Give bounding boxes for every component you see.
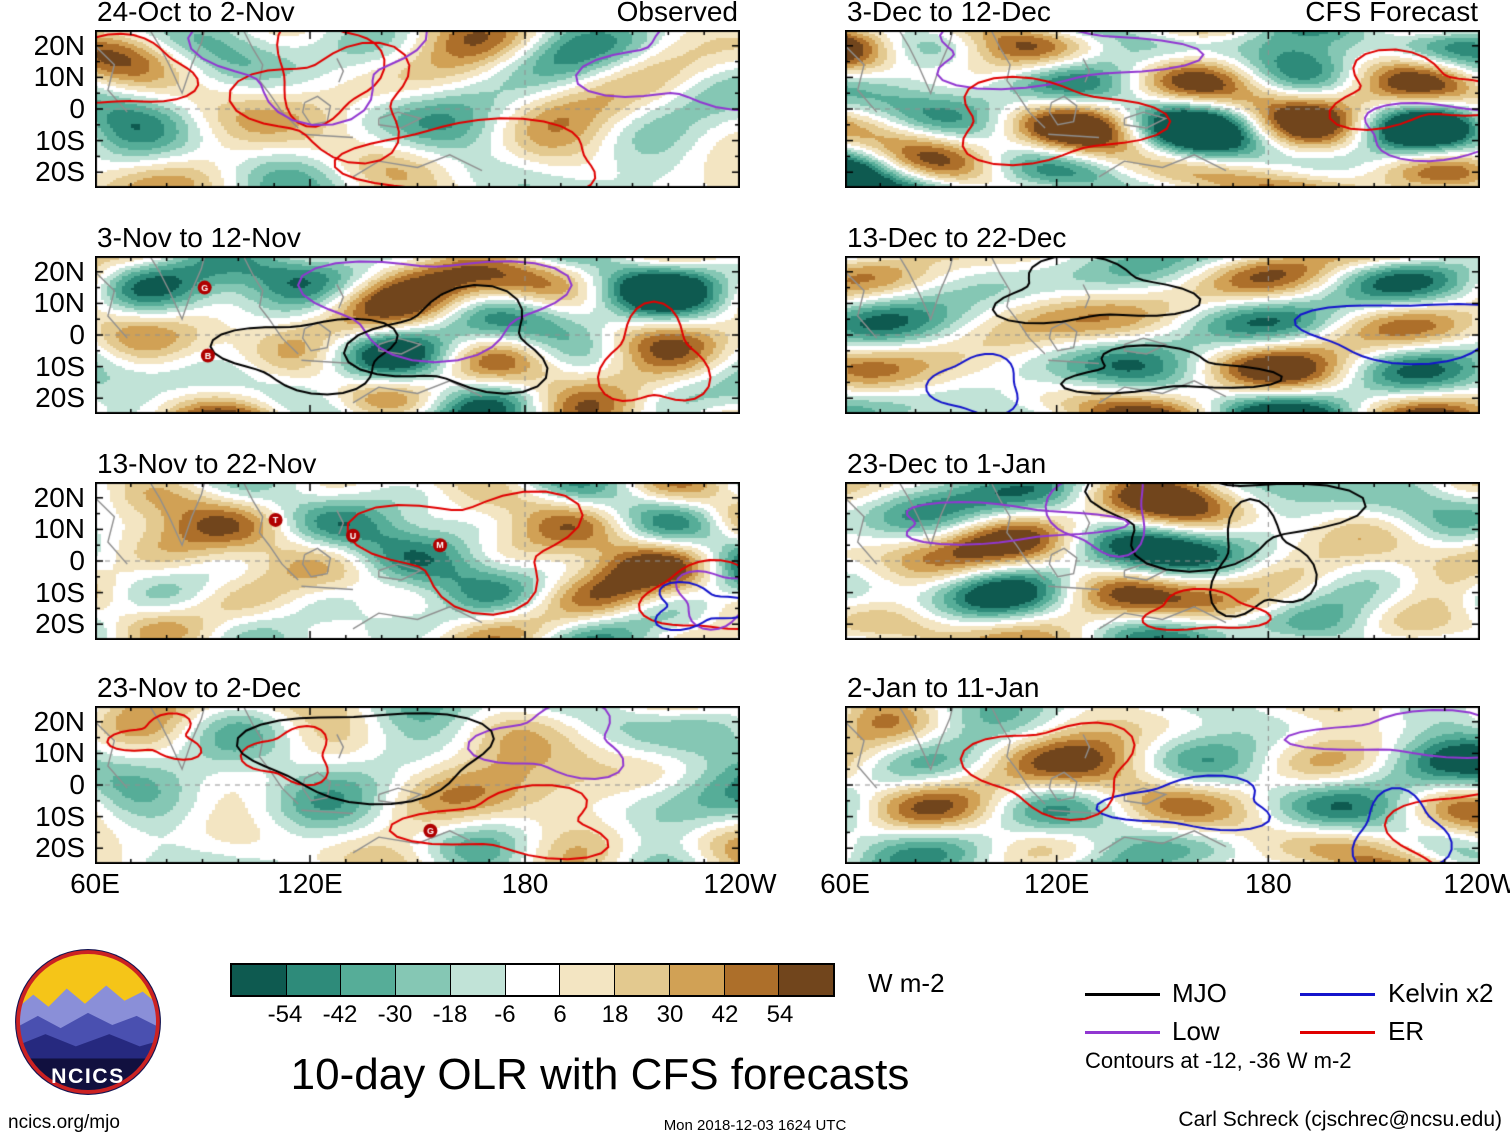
y-tick-label: 20N [33, 255, 85, 287]
map-panel-observed-1: 24-Oct to 2-Nov Observed 20N 10N 0 10S 2… [34, 0, 740, 188]
y-tick-label: 20S [35, 382, 85, 414]
colorbar-tick: 54 [766, 1001, 794, 1028]
y-tick-label: 10S [35, 350, 85, 382]
er-legend-line [1300, 1031, 1375, 1034]
panel-title: 23-Nov to 2-Dec [97, 672, 301, 703]
logo-text: NCICS [51, 1064, 125, 1088]
olr-map-canvas [95, 482, 740, 640]
y-tick-label: 10S [35, 576, 85, 608]
colorbar-segment [669, 965, 725, 995]
er-legend-label: ER [1388, 1016, 1425, 1046]
map-panel-observed-3: 13-Nov to 22-Nov 20N 10N 0 10S 20S [34, 448, 740, 640]
y-tick-label: 10S [35, 124, 85, 156]
y-tick-label: 10N [33, 287, 85, 319]
y-tick-label: 20N [33, 29, 85, 61]
colorbar-segment [450, 965, 506, 995]
low-legend-label: Low [1172, 1016, 1220, 1046]
kelvin-legend-line [1300, 993, 1375, 996]
colorbar-tick: -42 [322, 1001, 358, 1028]
mjo-legend-line [1085, 993, 1160, 996]
x-tick-label: 120W [703, 868, 777, 899]
x-axis-labels-right: 60E 120E 180 120W [820, 868, 1510, 902]
y-tick-label: 0 [69, 769, 85, 800]
y-tick-label: 20S [35, 156, 85, 188]
y-tick-label: 0 [69, 319, 85, 350]
figure-title: 10-day OLR with CFS forecasts [290, 1050, 910, 1099]
map-panel-forecast-1: 3-Dec to 12-Dec CFS Forecast [845, 0, 1480, 188]
y-tick-label: 20S [35, 608, 85, 640]
colorbar-tick: 42 [711, 1001, 739, 1028]
y-tick-label: 10N [33, 513, 85, 545]
colorbar-tick: 6 [553, 1001, 567, 1028]
olr-map-canvas [845, 256, 1480, 414]
colorbar [230, 963, 835, 997]
panel-title: 13-Dec to 22-Dec [847, 222, 1067, 253]
colorbar-labels: -54 -42 -30 -18 -6 6 18 30 42 54 [230, 1001, 835, 1029]
colorbar-segment [396, 965, 451, 995]
map-panel-forecast-2: 13-Dec to 22-Dec [845, 222, 1480, 414]
x-axis-labels-left: 60E 120E 180 120W [70, 868, 776, 902]
olr-map-canvas [95, 256, 740, 414]
low-legend-line [1085, 1031, 1160, 1034]
olr-map-canvas [845, 30, 1480, 188]
kelvin-legend-label: Kelvin x2 [1388, 978, 1494, 1008]
footer-timestamp: Mon 2018-12-03 1624 UTC [663, 1117, 847, 1134]
panel-title: 13-Nov to 22-Nov [97, 448, 317, 479]
colorbar-tick: -30 [377, 1001, 413, 1028]
colorbar-tick: -18 [432, 1001, 468, 1028]
logo-ring [16, 950, 160, 1094]
x-tick-label: 60E [70, 868, 120, 899]
colorbar-segment [505, 965, 561, 995]
panel-corner-label: CFS Forecast [1305, 0, 1478, 27]
x-tick-label: 180 [1244, 868, 1292, 899]
panel-title: 3-Dec to 12-Dec [847, 0, 1051, 27]
panel-title: 3-Nov to 12-Nov [97, 222, 301, 253]
olr-map-canvas [845, 706, 1480, 864]
y-tick-label: 0 [69, 545, 85, 576]
colorbar-segment [232, 965, 287, 995]
x-tick-label: 120E [1023, 868, 1090, 899]
x-tick-label: 60E [820, 868, 870, 899]
ncics-logo: NCICS [15, 949, 161, 1095]
x-tick-label: 180 [501, 868, 549, 899]
y-tick-label: 10S [35, 800, 85, 832]
x-tick-label: 120E [277, 868, 343, 899]
panel-title: 23-Dec to 1-Jan [847, 448, 1047, 479]
y-tick-label: 10N [33, 737, 85, 769]
panel-title: 2-Jan to 11-Jan [847, 672, 1040, 703]
colorbar-units: W m-2 [868, 968, 945, 998]
colorbar-tick: 30 [656, 1001, 684, 1028]
y-tick-label: 20S [35, 832, 85, 864]
colorbar-tick: 18 [601, 1001, 629, 1028]
mjo-legend-label: MJO [1172, 978, 1227, 1008]
olr-map-canvas [95, 706, 740, 864]
colorbar-tick: -54 [267, 1001, 303, 1028]
olr-map-canvas [845, 482, 1480, 640]
olr-map-canvas [95, 30, 740, 188]
colorbar-segment [341, 965, 397, 995]
y-tick-label: 20N [33, 705, 85, 737]
y-tick-label: 0 [69, 93, 85, 124]
footer-credit: Carl Schreck (cjschrec@ncsu.edu) [1178, 1108, 1502, 1131]
x-tick-label: 120W [1443, 868, 1510, 899]
y-tick-label: 20N [33, 481, 85, 513]
colorbar-tick: -6 [494, 1001, 516, 1028]
footer-url: ncics.org/mjo [8, 1112, 120, 1133]
colorbar-segment [724, 965, 780, 995]
map-panel-observed-2: 3-Nov to 12-Nov 20N 10N 0 10S 20S [34, 222, 740, 414]
colorbar-segment [286, 965, 342, 995]
map-panel-observed-4: 23-Nov to 2-Dec 20N 10N 0 10S 20S [34, 672, 740, 864]
y-tick-label: 10N [33, 61, 85, 93]
colorbar-segment [560, 965, 616, 995]
colorbar-segment [779, 965, 834, 995]
panel-corner-label: Observed [616, 0, 738, 27]
colorbar-segment [615, 965, 670, 995]
map-panel-forecast-3: 23-Dec to 1-Jan [845, 448, 1480, 640]
contour-levels-note: Contours at -12, -36 W m-2 [1085, 1048, 1352, 1073]
panel-title: 24-Oct to 2-Nov [97, 0, 295, 27]
map-panel-forecast-4: 2-Jan to 11-Jan [845, 672, 1480, 864]
